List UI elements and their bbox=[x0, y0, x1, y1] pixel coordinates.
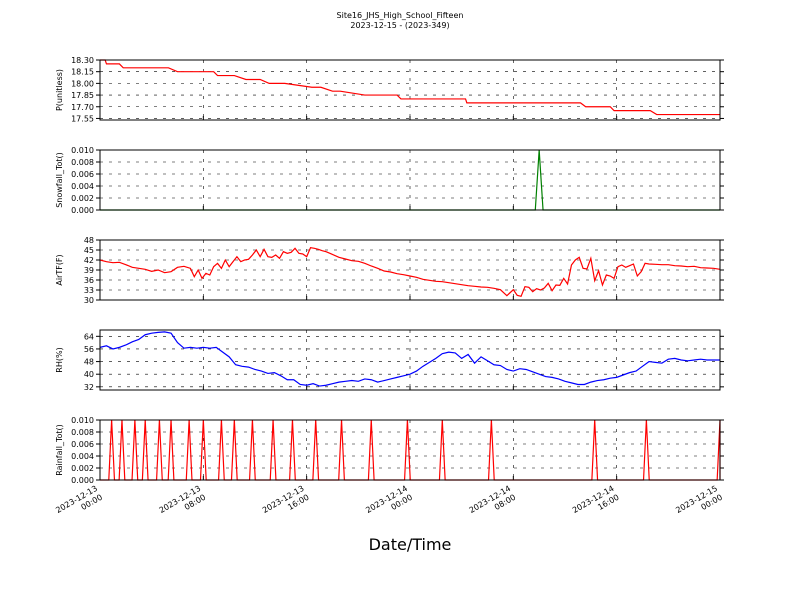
panel-1-ytick-label-5: 18.30 bbox=[71, 56, 94, 65]
panel-5: 0.000 0.002 0.004 0.006 0.008 0.010 Rainfall_T… bbox=[55, 416, 724, 485]
panel-3-ytick-label-3: 39 bbox=[84, 266, 94, 275]
panel-1-ytick-label-3: 18.00 bbox=[71, 79, 94, 88]
panel-5-ytick-label-2: 0.004 bbox=[71, 452, 94, 461]
panel-1-ytick-label-1: 17.70 bbox=[71, 103, 94, 112]
panel-1-ytick-label-4: 18.15 bbox=[71, 68, 94, 77]
panel-3-ytick-label-0: 30 bbox=[84, 296, 94, 305]
x-tick-label-3: 2023-12-1400:00 bbox=[364, 484, 414, 524]
panel-2-ylabel: Snowfall_Tot() bbox=[55, 152, 64, 208]
x-tick-label-0: 2023-12-1300:00 bbox=[54, 484, 104, 524]
x-tick-label-2: 2023-12-1316:00 bbox=[261, 484, 311, 524]
panel-4-ytick-label-1: 40 bbox=[84, 370, 94, 379]
panel-3-ylabel: AirTF(F) bbox=[55, 254, 64, 285]
panel-3-ytick-label-5: 45 bbox=[84, 246, 94, 255]
panel-4: 32 40 48 56 64 RH(%) bbox=[55, 329, 724, 392]
panel-5-ytick-label-1: 0.002 bbox=[71, 464, 94, 473]
panel-5-frame bbox=[99, 419, 721, 481]
x-axis-label: Date/Time bbox=[369, 535, 452, 554]
panel-1: 17.55 17.70 17.85 18.00 18.15 18.30 P(unitless… bbox=[55, 56, 724, 123]
panel-1-ytick-label-0: 17.55 bbox=[71, 114, 94, 123]
panel-2-ytick-label-0: 0.000 bbox=[71, 206, 94, 215]
panel-4-ytick-label-2: 48 bbox=[84, 358, 94, 367]
panel-1-frame bbox=[99, 59, 721, 121]
panel-4-ytick-label-0: 32 bbox=[84, 383, 94, 392]
panel-2-ytick-label-3: 0.006 bbox=[71, 170, 94, 179]
panel-3-frame bbox=[99, 239, 721, 301]
panel-2-ytick-label-4: 0.008 bbox=[71, 158, 94, 167]
panel-1-ylabel: P(unitless) bbox=[55, 69, 64, 111]
panel-2-ytick-label-2: 0.004 bbox=[71, 182, 94, 191]
panel-4-data-line bbox=[99, 331, 720, 387]
panel-3-ytick-label-4: 42 bbox=[84, 256, 94, 265]
panel-1-data-line bbox=[100, 59, 720, 116]
figure-subtitle: 2023-12-15 - (2023-349) bbox=[350, 21, 450, 30]
panel-2-frame bbox=[99, 149, 721, 211]
panel-3-ytick-label-6: 48 bbox=[84, 236, 94, 245]
panel-1-ytick-label-2: 17.85 bbox=[71, 91, 94, 100]
panel-3-data-line bbox=[99, 246, 721, 298]
x-tick-label-5: 2023-12-1416:00 bbox=[571, 484, 621, 524]
panel-2: 0.000 0.002 0.004 0.006 0.008 0.010 Snowfall_T… bbox=[55, 146, 724, 215]
panel-5-ytick-label-3: 0.006 bbox=[71, 440, 94, 449]
figure-title: Site16_JHS_High_School_Fifteen bbox=[336, 11, 464, 20]
panel-4-ytick-label-4: 64 bbox=[84, 332, 94, 341]
panel-5-ytick-label-4: 0.008 bbox=[71, 428, 94, 437]
x-tick-label-1: 2023-12-1308:00 bbox=[158, 484, 208, 524]
panel-3-ytick-label-2: 36 bbox=[84, 276, 94, 285]
panel-5-ylabel: Rainfall_Tot() bbox=[55, 424, 64, 476]
panel-5-ytick-label-5: 0.010 bbox=[71, 416, 94, 425]
x-tick-label-4: 2023-12-1408:00 bbox=[468, 484, 518, 524]
panel-2-ytick-label-1: 0.002 bbox=[71, 194, 94, 203]
panel-5-ytick-label-0: 0.000 bbox=[71, 476, 94, 485]
x-tick-label-6: 2023-12-1500:00 bbox=[674, 484, 724, 524]
panel-2-ytick-label-5: 0.010 bbox=[71, 146, 94, 155]
panel-4-ytick-label-3: 56 bbox=[84, 345, 94, 354]
panel-4-frame bbox=[99, 329, 721, 391]
panel-4-ylabel: RH(%) bbox=[55, 347, 64, 372]
panel-3-ytick-label-1: 33 bbox=[84, 286, 94, 295]
